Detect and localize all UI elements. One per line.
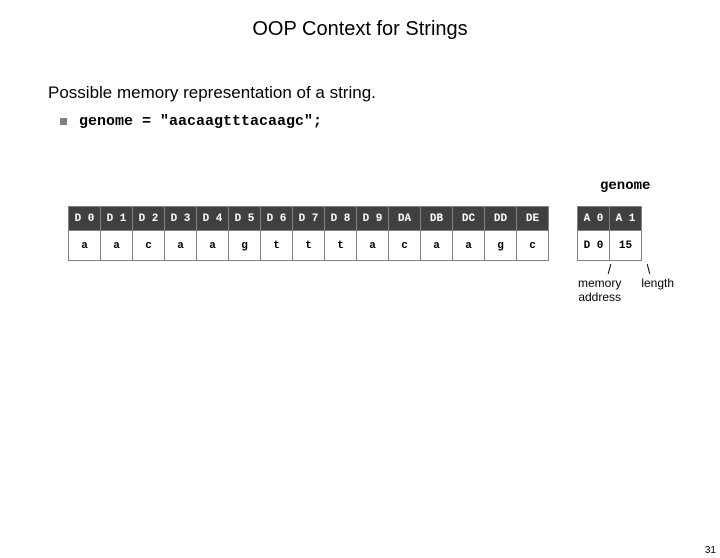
- mem-char-cell: c: [517, 231, 549, 261]
- bullet-icon: [60, 118, 67, 125]
- mem-addr-header: DD: [485, 207, 517, 231]
- side-cell: D 0: [578, 231, 610, 261]
- tick-mark: [608, 264, 612, 274]
- mem-addr-header: D 8: [325, 207, 357, 231]
- mem-addr-header: DB: [421, 207, 453, 231]
- tick-mark: [647, 264, 651, 274]
- side-cell: 15: [610, 231, 642, 261]
- side-header: A 1: [610, 207, 642, 231]
- mem-char-cell: c: [133, 231, 165, 261]
- mem-addr-header: D 3: [165, 207, 197, 231]
- mem-char-cell: g: [229, 231, 261, 261]
- annot-length: length: [641, 276, 674, 305]
- mem-addr-header: D 0: [69, 207, 101, 231]
- annot-memory-address: memory address: [578, 276, 621, 305]
- mem-addr-header: DC: [453, 207, 485, 231]
- mem-addr-header: D 2: [133, 207, 165, 231]
- side-table: A 0A 1 D 015: [577, 206, 642, 261]
- mem-addr-header: D 7: [293, 207, 325, 231]
- mem-char-cell: a: [357, 231, 389, 261]
- mem-char-cell: a: [453, 231, 485, 261]
- side-header: A 0: [578, 207, 610, 231]
- page-number: 31: [705, 545, 716, 556]
- mem-addr-header: DA: [389, 207, 421, 231]
- mem-char-cell: t: [325, 231, 357, 261]
- memory-table: D 0D 1D 2D 3D 4D 5D 6D 7D 8D 9DADBDCDDDE…: [68, 206, 549, 261]
- mem-char-cell: a: [197, 231, 229, 261]
- mem-addr-header: D 9: [357, 207, 389, 231]
- mem-char-cell: a: [421, 231, 453, 261]
- code-snippet: genome = "aacaagtttacaagc";: [79, 113, 322, 130]
- tables-container: D 0D 1D 2D 3D 4D 5D 6D 7D 8D 9DADBDCDDDE…: [68, 206, 642, 261]
- mem-char-cell: g: [485, 231, 517, 261]
- mem-addr-header: D 4: [197, 207, 229, 231]
- genome-var-label: genome: [600, 178, 650, 194]
- mem-addr-header: D 1: [101, 207, 133, 231]
- bullet-line: genome = "aacaagtttacaagc";: [60, 113, 720, 130]
- mem-char-cell: t: [293, 231, 325, 261]
- mem-char-cell: a: [165, 231, 197, 261]
- mem-char-cell: a: [69, 231, 101, 261]
- slide-title: OOP Context for Strings: [0, 18, 720, 41]
- mem-char-cell: a: [101, 231, 133, 261]
- mem-char-cell: c: [389, 231, 421, 261]
- mem-addr-header: DE: [517, 207, 549, 231]
- mem-char-cell: t: [261, 231, 293, 261]
- annotations: memory address length: [578, 276, 674, 305]
- subtitle-text: Possible memory representation of a stri…: [48, 83, 720, 103]
- mem-addr-header: D 6: [261, 207, 293, 231]
- mem-addr-header: D 5: [229, 207, 261, 231]
